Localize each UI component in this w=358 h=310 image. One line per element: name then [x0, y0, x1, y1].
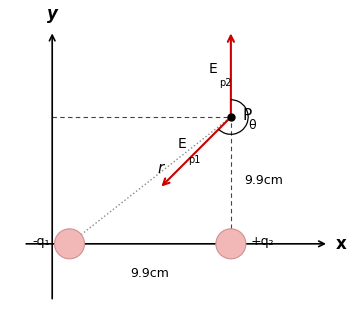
Text: y: y	[47, 5, 58, 23]
Text: p2: p2	[219, 78, 232, 88]
Circle shape	[216, 229, 246, 259]
Text: r: r	[157, 162, 163, 176]
Text: -q₁: -q₁	[33, 235, 50, 248]
Text: E: E	[177, 136, 186, 151]
Text: θ: θ	[248, 119, 256, 132]
Text: P: P	[242, 108, 252, 123]
Text: 9.9cm: 9.9cm	[131, 267, 170, 280]
Text: p1: p1	[188, 155, 200, 165]
Text: 9.9cm: 9.9cm	[245, 174, 284, 187]
Circle shape	[54, 229, 84, 259]
Text: E: E	[208, 63, 217, 77]
Text: +q₂: +q₂	[251, 235, 274, 248]
Text: x: x	[336, 235, 347, 253]
